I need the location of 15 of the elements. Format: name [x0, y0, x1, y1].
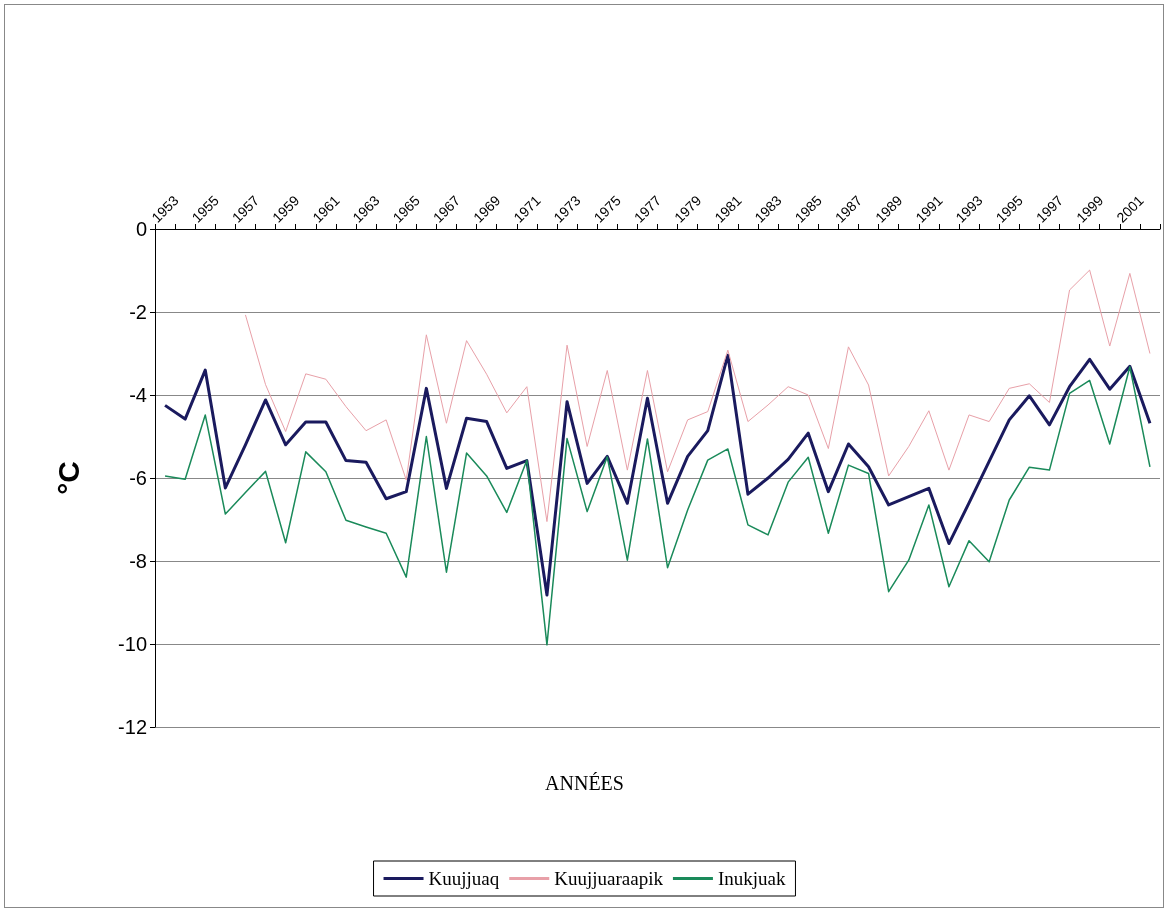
- y-tick-label: -4: [129, 384, 147, 406]
- y-axis-title: °C: [51, 461, 85, 495]
- y-tick-label: -2: [129, 301, 147, 323]
- y-tick-label: 0: [135, 218, 147, 240]
- y-tick-label: -6: [129, 467, 147, 489]
- line-series: [244, 269, 1151, 523]
- legend-label: Kuujjuaq: [428, 868, 500, 889]
- y-tick-label: -8: [129, 550, 147, 572]
- y-tick-label: -10: [118, 633, 147, 655]
- line-series: [163, 353, 1152, 597]
- y-tick-label: -12: [118, 716, 147, 738]
- legend-label: Kuujjuaraapik: [554, 868, 664, 889]
- line-series: [164, 366, 1151, 646]
- legend-label: Inukjuak: [717, 868, 786, 889]
- x-axis-title: ANNÉES: [545, 772, 624, 794]
